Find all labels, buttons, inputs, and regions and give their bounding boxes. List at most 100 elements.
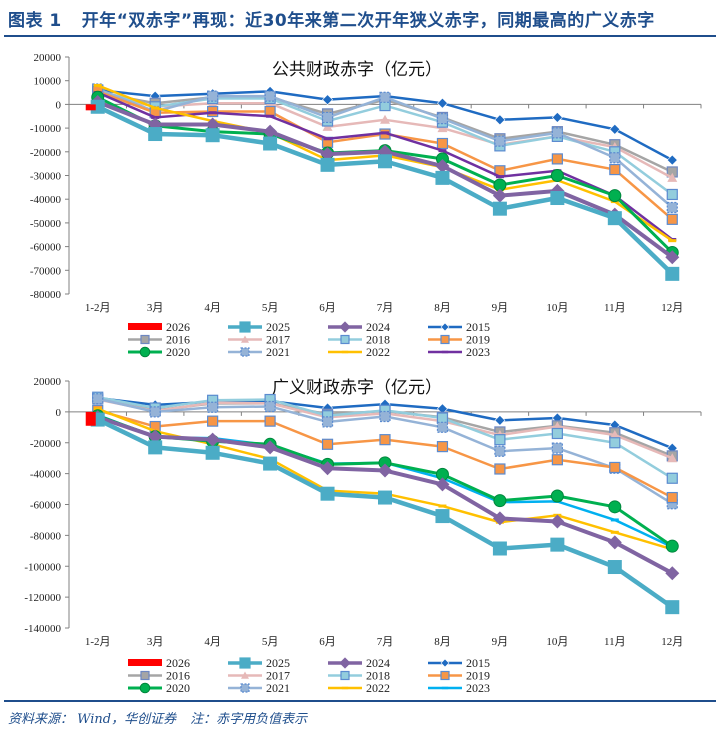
legend-item-2026: 2026: [128, 320, 190, 334]
bar-2026: [85, 104, 96, 111]
point-2025: [148, 440, 163, 455]
x-tick-label: 11月: [604, 636, 626, 648]
legend-marker: [441, 350, 449, 354]
legend-item-2018: 2018: [328, 669, 390, 683]
series-2024: [90, 410, 680, 581]
point-2025: [148, 127, 163, 142]
bottom-divider: [4, 700, 716, 702]
point-2021: [92, 393, 104, 405]
point-2017: [380, 114, 390, 124]
point-2024: [492, 511, 507, 526]
deficit-note: 注：赤字用负值表示: [190, 712, 308, 727]
point-2018: [666, 188, 678, 201]
point-2023: [381, 131, 389, 135]
point-2021: [207, 401, 219, 413]
x-tick-label: 4月: [204, 302, 221, 314]
point-2025: [320, 157, 335, 172]
x-tick-label: 3月: [147, 302, 164, 314]
point-2018: [436, 412, 449, 424]
point-2021: [436, 421, 449, 433]
top-divider: [4, 35, 716, 37]
y-tick-label: -30000: [30, 171, 62, 183]
axes: 20000 0 -20000 -40000 -60000 -80000 -100000 -12…: [24, 376, 702, 648]
legend-item-2020: 2020: [128, 681, 190, 695]
x-tick-label: 11月: [604, 302, 626, 314]
point-2019: [609, 163, 621, 176]
line-2025: [96, 417, 674, 610]
point-2021: [551, 127, 563, 139]
legend-item-2018: 2018: [328, 333, 390, 347]
legend-label: 2021: [266, 681, 290, 695]
line-2024: [96, 100, 674, 259]
y-tick-label: -120000: [24, 592, 61, 604]
broad-deficit-chart: 20000 0 -20000 -40000 -60000 -80000 -100000 -12…: [24, 376, 702, 695]
legend-label: 2018: [366, 333, 390, 347]
point-2025: [263, 136, 278, 151]
point-2015: [551, 112, 563, 123]
legend-label: 2024: [366, 320, 390, 334]
point-2021: [379, 410, 391, 423]
point-2021: [321, 111, 334, 124]
point-2021: [494, 135, 506, 147]
point-2023: [438, 149, 447, 153]
series-group: [85, 83, 680, 281]
point-2020: [608, 189, 622, 203]
point-2024: [492, 188, 507, 203]
legend-marker: [139, 682, 151, 694]
series-2023: [93, 413, 677, 549]
point-2024: [665, 250, 680, 265]
point-2019: [379, 434, 391, 446]
legend-label: 2025: [266, 656, 290, 670]
y-tick-label: -80000: [30, 289, 62, 301]
legend-marker: [240, 683, 250, 693]
point-2015: [666, 154, 678, 166]
point-2025: [550, 537, 565, 552]
point-2015: [437, 97, 448, 109]
x-tick-label: 1-2月: [85, 302, 111, 314]
point-2020: [493, 494, 507, 508]
point-2021: [609, 152, 621, 164]
source-note: 资料来源： Wind，华创证券 注：赤字用负值表示: [8, 708, 307, 727]
legend-item-2026: 2026: [128, 656, 190, 670]
point-2021: [436, 113, 449, 125]
point-2019: [551, 454, 563, 466]
x-tick-label: 12月: [661, 636, 683, 648]
point-2024: [435, 477, 450, 492]
point-2015: [322, 94, 333, 106]
point-2019: [494, 463, 506, 475]
legend-item-2019: 2019: [428, 669, 490, 683]
point-2025: [607, 560, 622, 575]
series-2021: [92, 393, 678, 510]
x-tick-label: 9月: [492, 636, 509, 648]
legend-marker: [440, 334, 450, 345]
legend-item-2022: 2022: [328, 345, 390, 359]
legend-label: 2025: [266, 320, 290, 334]
x-tick-label: 6月: [319, 636, 336, 648]
y-tick-label: -60000: [30, 500, 62, 512]
legend: 2026 2025 2024 2015 2016 2017 2018 2019 2020 2021…: [128, 320, 490, 359]
point-2019: [666, 491, 678, 504]
legend: 2026 2025 2024 2015 2016 2017 2018 2019 2020 2021…: [128, 656, 490, 695]
y-tick-label: -20000: [30, 438, 62, 450]
legend-label: 2024: [366, 656, 390, 670]
legend-label: 2015: [466, 320, 490, 334]
legend-item-2024: 2024: [328, 656, 390, 670]
point-2020: [608, 500, 622, 514]
series-group: [85, 391, 680, 615]
y-tick-label: 0: [56, 407, 62, 419]
legend-swatch: [128, 323, 162, 330]
figure-label: 图表 1: [8, 11, 62, 31]
y-tick-label: -10000: [30, 123, 62, 135]
legend-marker: [139, 346, 151, 358]
y-tick-label: -80000: [30, 530, 62, 542]
y-tick-label: 10000: [34, 76, 62, 88]
legend-item-2021: 2021: [228, 345, 290, 359]
point-2024: [435, 159, 450, 174]
point-2024: [205, 117, 220, 132]
legend-marker: [140, 334, 150, 345]
point-2025: [263, 456, 278, 471]
x-tick-label: 5月: [262, 302, 279, 314]
point-2022: [93, 83, 102, 87]
legend-label: 2016: [166, 333, 190, 347]
point-2025: [607, 211, 622, 226]
